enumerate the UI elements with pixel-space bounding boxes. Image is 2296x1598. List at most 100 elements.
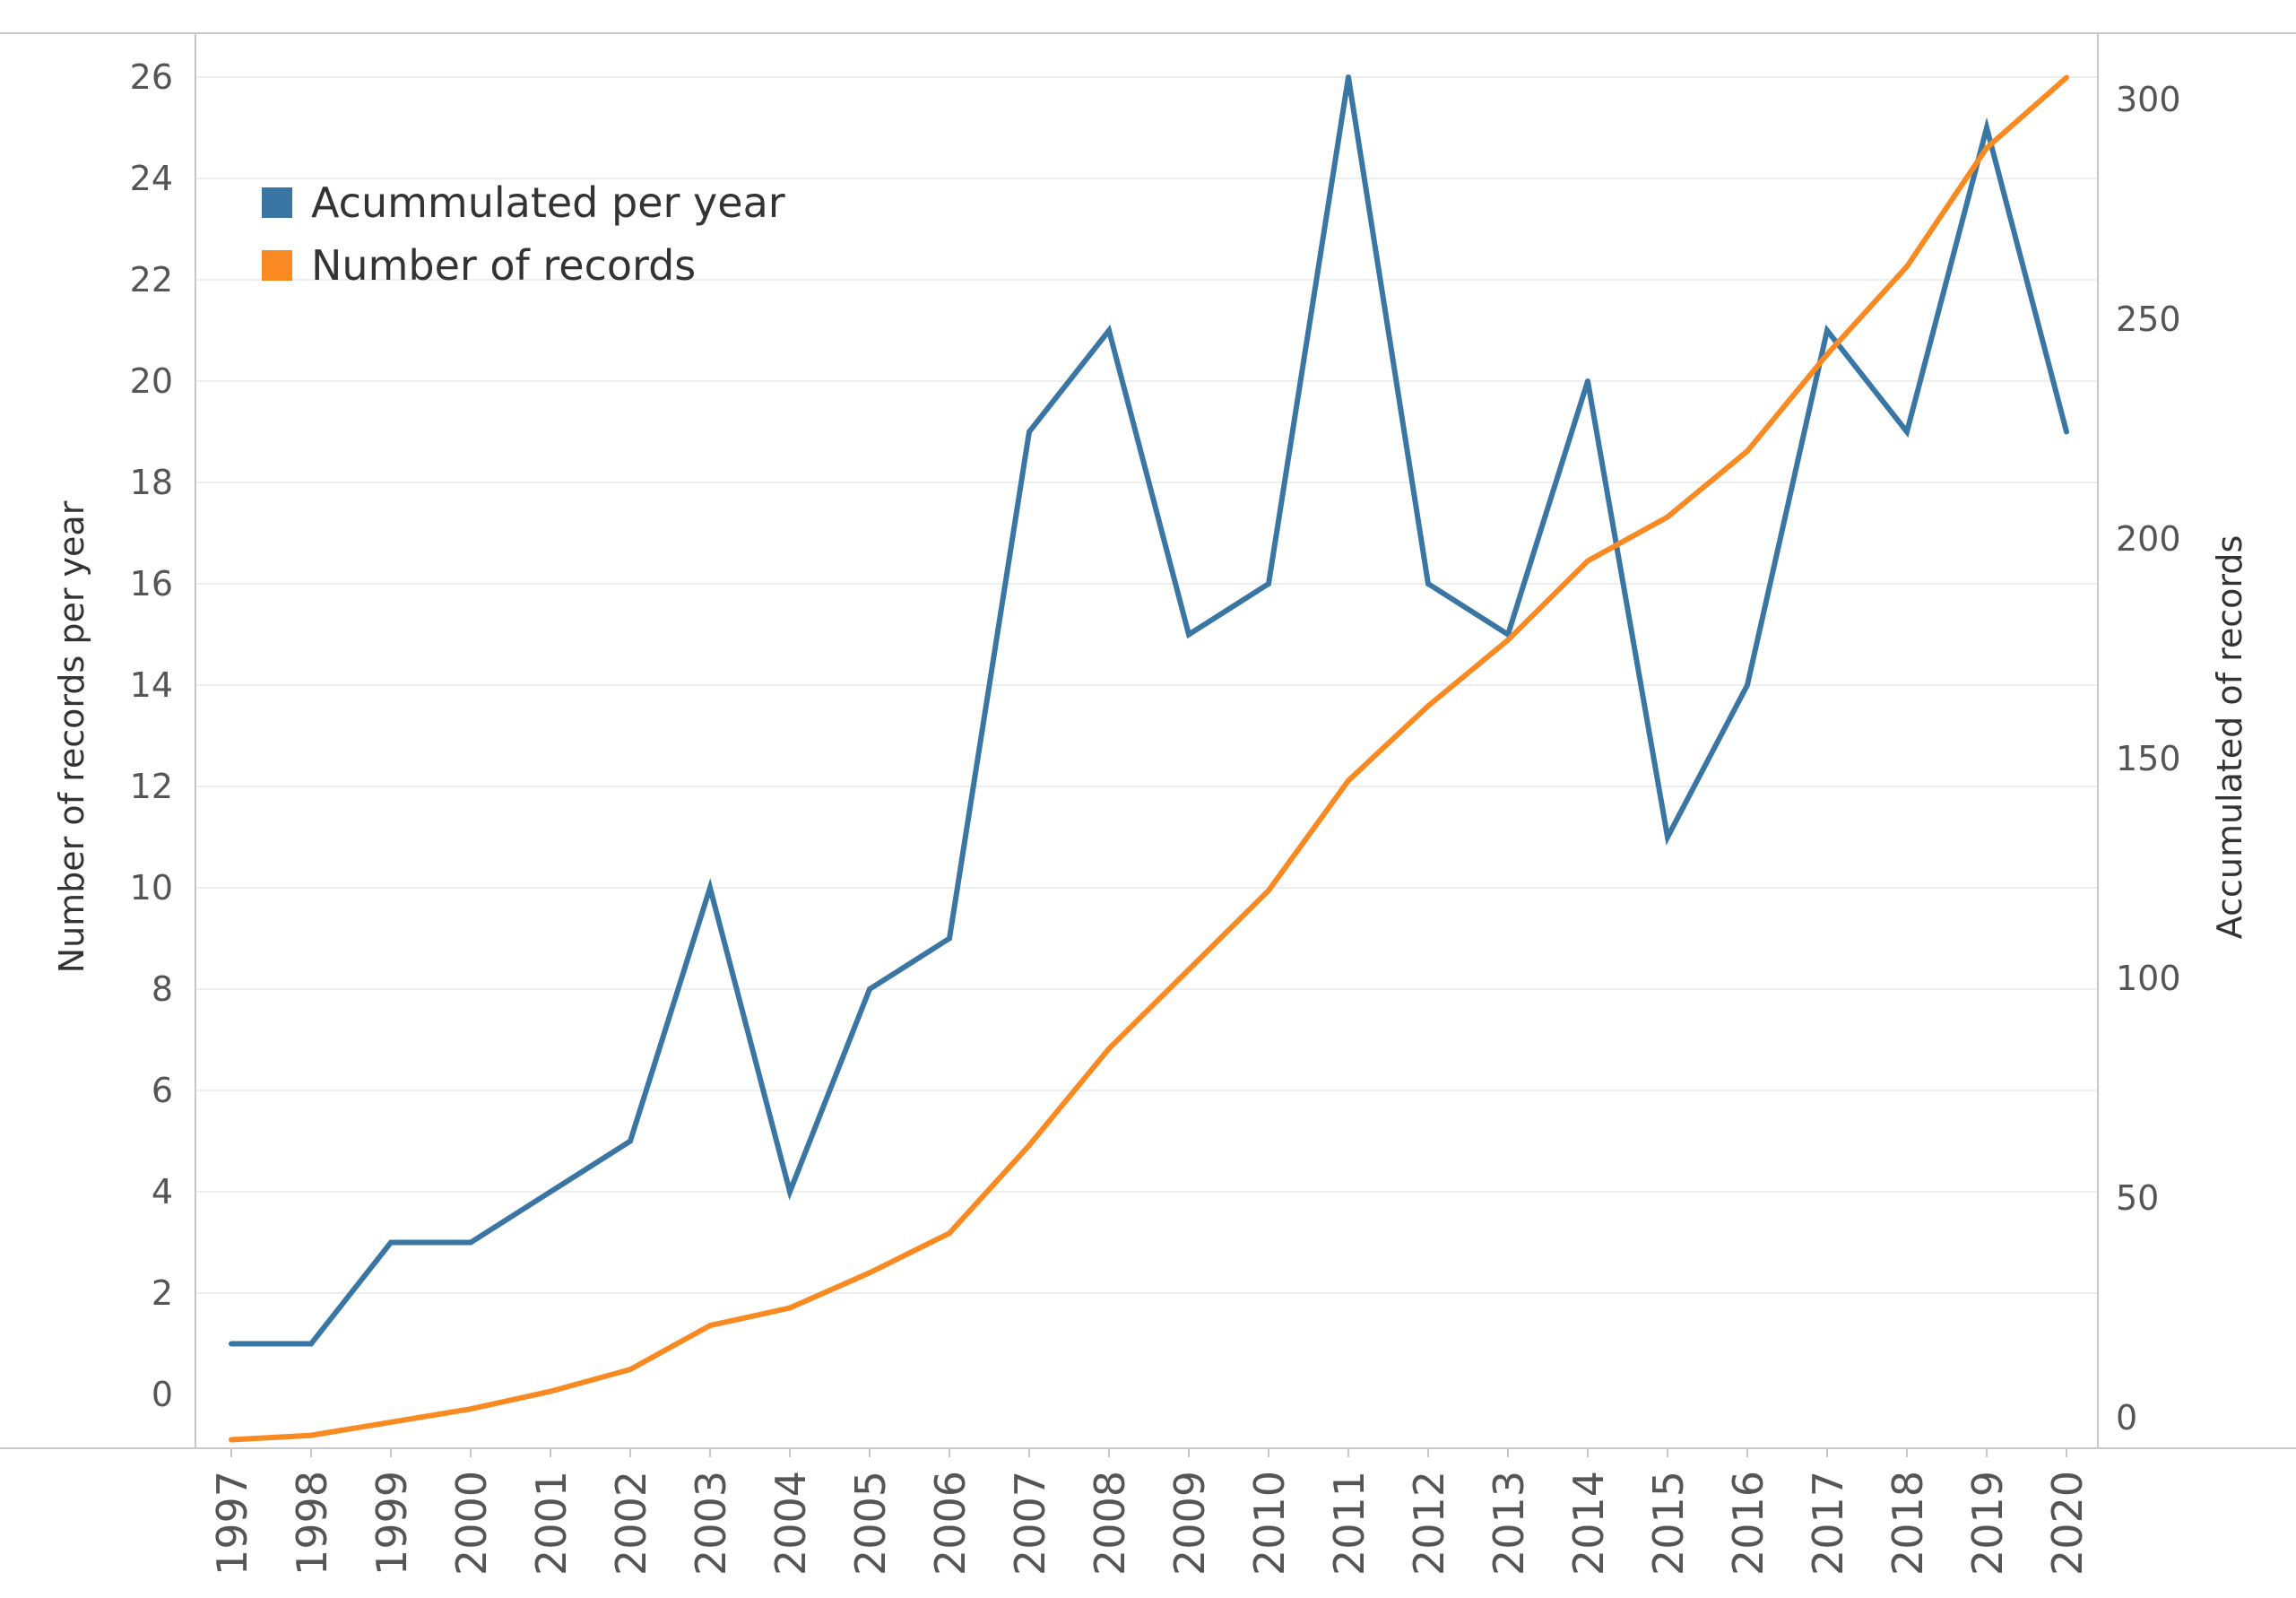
data-point-acummulated-per-year	[468, 1239, 473, 1246]
data-point-acummulated-per-year	[2064, 429, 2069, 435]
left-tick-label: 2	[152, 1273, 173, 1313]
left-tick-label: 18	[130, 463, 173, 502]
left-tick-label: 16	[130, 564, 173, 604]
x-tick-label: 2004	[767, 1471, 815, 1576]
data-point-acummulated-per-year	[1585, 378, 1590, 384]
left-tick-label: 20	[130, 361, 173, 401]
left-tick-label: 10	[130, 868, 173, 908]
data-point-number-of-records	[1425, 703, 1431, 709]
data-point-number-of-records	[1106, 1046, 1112, 1052]
series-line-number-of-records	[230, 75, 2068, 1443]
data-point-number-of-records	[1346, 777, 1351, 784]
right-tick-label: 250	[2116, 300, 2181, 339]
series-layer	[229, 74, 2069, 1443]
left-tick-label: 24	[130, 159, 173, 198]
right-tick-label: 150	[2116, 739, 2181, 778]
data-point-number-of-records	[947, 1230, 952, 1237]
data-point-acummulated-per-year	[1904, 429, 1910, 435]
x-tick-label: 2011	[1325, 1471, 1373, 1576]
x-tick-label: 2018	[1884, 1471, 1932, 1576]
data-point-acummulated-per-year	[308, 1341, 314, 1347]
data-point-acummulated-per-year	[1425, 581, 1431, 586]
data-point-acummulated-per-year	[1186, 631, 1191, 638]
data-point-number-of-records	[1665, 514, 1670, 520]
right-tick-label: 0	[2116, 1398, 2137, 1437]
left-tick-label: 22	[130, 260, 173, 300]
x-tick-label: 2001	[527, 1471, 576, 1576]
data-point-number-of-records	[548, 1388, 553, 1394]
data-point-acummulated-per-year	[787, 1189, 793, 1194]
x-tick-label: 2007	[1006, 1471, 1054, 1576]
x-tick-label: 2017	[1804, 1471, 1852, 1576]
x-tick-label: 2000	[447, 1471, 496, 1576]
data-point-number-of-records	[1585, 558, 1590, 564]
x-tick-label: 2005	[846, 1471, 895, 1576]
x-tick-label: 2002	[607, 1471, 655, 1576]
data-point-number-of-records	[787, 1305, 793, 1311]
legend-swatch-acummulated-per-year	[262, 187, 292, 218]
left-tick-label: 8	[152, 969, 173, 1009]
data-point-number-of-records	[867, 1270, 872, 1276]
x-axis-ticks: 1997 1998 1999 2000 2001 2002 2003 2004 2005 2006…	[208, 1448, 2092, 1576]
gridlines	[195, 76, 2098, 1294]
x-tick-label: 1998	[288, 1471, 336, 1576]
legend-label-number-of-records: Number of records	[311, 241, 696, 290]
legend-label-acummulated-per-year: Acummulated per year	[311, 178, 785, 227]
data-point-acummulated-per-year	[1266, 581, 1271, 586]
data-point-number-of-records	[1186, 967, 1191, 973]
x-tick-label: 2014	[1564, 1471, 1613, 1576]
data-point-number-of-records	[1745, 448, 1750, 454]
data-point-acummulated-per-year	[548, 1189, 553, 1194]
right-tick-label: 200	[2116, 519, 2181, 559]
data-point-acummulated-per-year	[1346, 74, 1351, 80]
x-tick-label: 1997	[208, 1471, 256, 1576]
x-tick-label: 2015	[1644, 1471, 1693, 1576]
data-point-number-of-records	[1505, 637, 1511, 643]
right-tick-label: 50	[2116, 1178, 2159, 1218]
data-point-number-of-records	[1824, 352, 1830, 358]
data-point-number-of-records	[628, 1367, 633, 1373]
legend: Acummulated per year Number of records	[262, 178, 785, 290]
x-tick-label: 2013	[1485, 1471, 1533, 1576]
data-point-number-of-records	[2064, 74, 2069, 81]
data-point-number-of-records	[1027, 1142, 1032, 1149]
x-tick-label: 2009	[1165, 1471, 1214, 1576]
data-point-number-of-records	[308, 1432, 314, 1438]
data-point-acummulated-per-year	[867, 986, 872, 992]
x-tick-label: 2019	[1963, 1471, 2012, 1576]
data-point-acummulated-per-year	[1027, 429, 1032, 435]
x-tick-label: 1999	[368, 1471, 416, 1576]
data-point-number-of-records	[1904, 264, 1910, 270]
data-point-acummulated-per-year	[1984, 125, 1989, 131]
x-tick-label: 2010	[1245, 1471, 1294, 1576]
data-point-number-of-records	[707, 1323, 713, 1329]
x-tick-label: 2006	[926, 1471, 975, 1576]
x-tick-label: 2016	[1724, 1471, 1772, 1576]
left-tick-label: 6	[152, 1071, 173, 1110]
x-tick-label: 2012	[1405, 1471, 1453, 1576]
left-axis-ticks: 0246810121416182022242628	[130, 57, 173, 1414]
data-point-acummulated-per-year	[1106, 327, 1112, 334]
left-axis-title: Number of records per year	[52, 500, 91, 973]
left-tick-label: 26	[130, 57, 173, 97]
x-tick-label: 2008	[1086, 1471, 1134, 1576]
data-point-number-of-records	[1984, 144, 1989, 151]
data-point-acummulated-per-year	[388, 1239, 394, 1246]
left-tick-label: 12	[130, 767, 173, 806]
left-tick-label: 0	[152, 1375, 173, 1414]
data-point-acummulated-per-year	[628, 1138, 633, 1144]
data-point-acummulated-per-year	[1665, 834, 1670, 840]
right-axis-ticks: 0 50 100 150 200 250 300	[2116, 80, 2181, 1437]
data-point-number-of-records	[229, 1437, 234, 1443]
data-point-number-of-records	[1266, 888, 1271, 893]
data-point-acummulated-per-year	[1745, 682, 1750, 688]
data-point-acummulated-per-year	[1824, 327, 1830, 334]
data-point-number-of-records	[468, 1406, 473, 1412]
data-point-number-of-records	[388, 1419, 394, 1425]
data-point-acummulated-per-year	[229, 1341, 234, 1347]
x-tick-label: 2020	[2043, 1471, 2092, 1576]
right-tick-label: 300	[2116, 80, 2181, 119]
series-line-acummulated-per-year	[231, 76, 2069, 1347]
data-point-acummulated-per-year	[707, 885, 713, 890]
